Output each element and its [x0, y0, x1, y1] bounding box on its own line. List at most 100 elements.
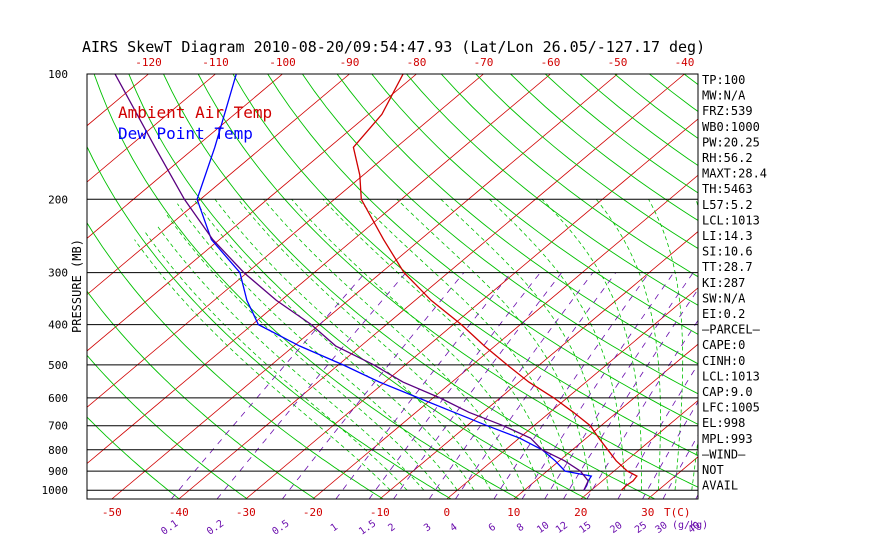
isotherm-line [849, 74, 870, 499]
dry-adiabat-line [823, 74, 870, 499]
mixing-ratio-label: 1.5 [357, 518, 378, 537]
side-panel-item: CAP:9.0 [702, 385, 753, 399]
dry-adiabat-line [232, 74, 698, 456]
dry-adiabat-line [87, 354, 248, 499]
profile-curves [114, 74, 638, 491]
isotherm-line [782, 74, 870, 499]
side-panel-item: KI:287 [702, 276, 745, 290]
top-temperature-tick: -70 [474, 56, 494, 69]
plot-frame [86, 73, 699, 500]
side-panel-item: NOT [702, 463, 724, 477]
top-temperature-tick: -100 [269, 56, 296, 69]
mixing-ratio-label: 6 [487, 522, 498, 534]
isotherm-line [87, 74, 283, 239]
legend-dew-point-temp: Dew Point Temp [118, 124, 253, 143]
pressure-tick-label: 500 [48, 359, 68, 372]
mixing-ratio-line [521, 272, 675, 499]
chart-title: AIRS SkewT Diagram 2010-08-20/09:54:47.9… [82, 38, 705, 56]
moist-adiabat-line [177, 203, 458, 491]
x-axis-unit-label: T(C) [664, 506, 691, 519]
pressure-tick-labels: 100 200 300 400 500 600 700 800 900 1000 [42, 68, 69, 497]
mixing-ratio-label: 12 [554, 520, 570, 536]
isotherm-line [87, 74, 551, 465]
mixing-ratio-line [642, 400, 698, 499]
mixing-ratio-unit-label: (g/kg) [672, 520, 708, 531]
isotherm-line [87, 74, 417, 352]
bottom-temperature-tick: -10 [370, 506, 390, 519]
top-temperature-tick: -40 [675, 56, 695, 69]
mixing-ratio-label: 25 [633, 520, 649, 536]
mixing-ratio-line [563, 288, 698, 499]
side-panel-item: SI:10.6 [702, 245, 753, 259]
mixing-ratio-label: 0.1 [159, 518, 180, 537]
y-axis-label: PRESSURE (MB) [70, 239, 84, 333]
side-panel-item: FRZ:539 [702, 104, 753, 118]
side-panel-item: EL:998 [702, 416, 745, 430]
top-temperature-tick: -50 [608, 56, 628, 69]
isotherm-line [446, 287, 698, 499]
side-panel-item: —WIND— [702, 447, 746, 461]
moist-adiabat-line [396, 199, 592, 491]
mixing-ratio-label: 4 [448, 522, 459, 534]
side-panel-item: TH:5463 [702, 182, 753, 196]
dry-adiabat-line [128, 74, 588, 499]
top-temperature-tick: -90 [340, 56, 360, 69]
moist-adiabat-line [155, 224, 425, 491]
isotherm-line [245, 118, 698, 499]
dry-adiabat-line [87, 290, 316, 499]
dry-adiabat-line [163, 74, 656, 499]
side-panel-item: TT:28.7 [702, 260, 753, 274]
side-panel-item: MW:N/A [702, 89, 746, 103]
moist-adiabat-line [214, 199, 492, 491]
top-temperature-tick: -80 [407, 56, 427, 69]
side-panel-item: MAXT:28.4 [702, 167, 767, 181]
isotherm-line [87, 74, 216, 183]
dry-adiabat-line [197, 74, 698, 488]
side-panel-item: CINH:0 [702, 354, 745, 368]
dry-adiabat-line [475, 74, 698, 249]
mixing-ratio-line [393, 272, 563, 499]
bottom-temperature-tick: 0 [443, 506, 450, 519]
side-panel-item: CAPE:0 [702, 338, 745, 352]
mixing-ratio-line [428, 272, 594, 499]
dry-adiabat-line [440, 74, 698, 278]
mixing-ratio-line [662, 434, 698, 499]
side-panel-item: EI:0.2 [702, 307, 745, 321]
mixing-ratio-label: 30 [653, 520, 669, 536]
mixing-ratio-line [493, 272, 650, 499]
isotherm-line [379, 231, 698, 499]
mixing-ratio-line [368, 272, 541, 499]
moist-adiabat-line [648, 199, 684, 491]
dry-adiabat-line [858, 74, 870, 499]
dry-adiabat-line [93, 74, 520, 499]
pressure-tick-label: 900 [48, 465, 68, 478]
dry-adiabat-line [267, 74, 698, 425]
grid [87, 74, 870, 499]
side-panel-item: PW:20.25 [702, 135, 760, 149]
side-panel-item: L57:5.2 [702, 198, 753, 212]
mixing-ratio-line [455, 272, 617, 499]
side-panel-item: LCL:1013 [702, 369, 760, 383]
bottom-temperature-ticks: -50 -40 -30 -20 -10 0 10 20 30 [102, 506, 655, 519]
parcel-path-line [114, 74, 589, 491]
dry-adiabat-line [302, 74, 698, 395]
mixing-ratio-line [171, 272, 366, 499]
mixing-ratio-label: 0.5 [270, 518, 291, 537]
mixing-ratio-line [335, 272, 512, 499]
bottom-temperature-tick: 20 [574, 506, 587, 519]
moist-adiabat-line [164, 212, 441, 491]
mixing-ratio-label: 2 [386, 522, 397, 534]
pressure-tick-label: 600 [48, 392, 68, 405]
pressure-tick-label: 1000 [42, 484, 69, 497]
mixing-ratio-labels: 0.1 0.2 0.5 1 1.5 2 3 4 6 8 10 12 15 20 25 30 40 [159, 518, 702, 537]
isotherm-line [111, 74, 618, 499]
mixing-ratio-label: 0.2 [205, 518, 226, 537]
side-panel-item: RH:56.2 [702, 151, 753, 165]
mixing-ratio-label: 20 [608, 520, 624, 536]
bottom-temperature-tick: -30 [236, 506, 256, 519]
top-temperature-tick: -120 [135, 56, 162, 69]
bottom-temperature-tick: -50 [102, 506, 122, 519]
mixing-ratio-label: 8 [515, 522, 526, 534]
legend-ambient-air-temp: Ambient Air Temp [118, 103, 272, 122]
